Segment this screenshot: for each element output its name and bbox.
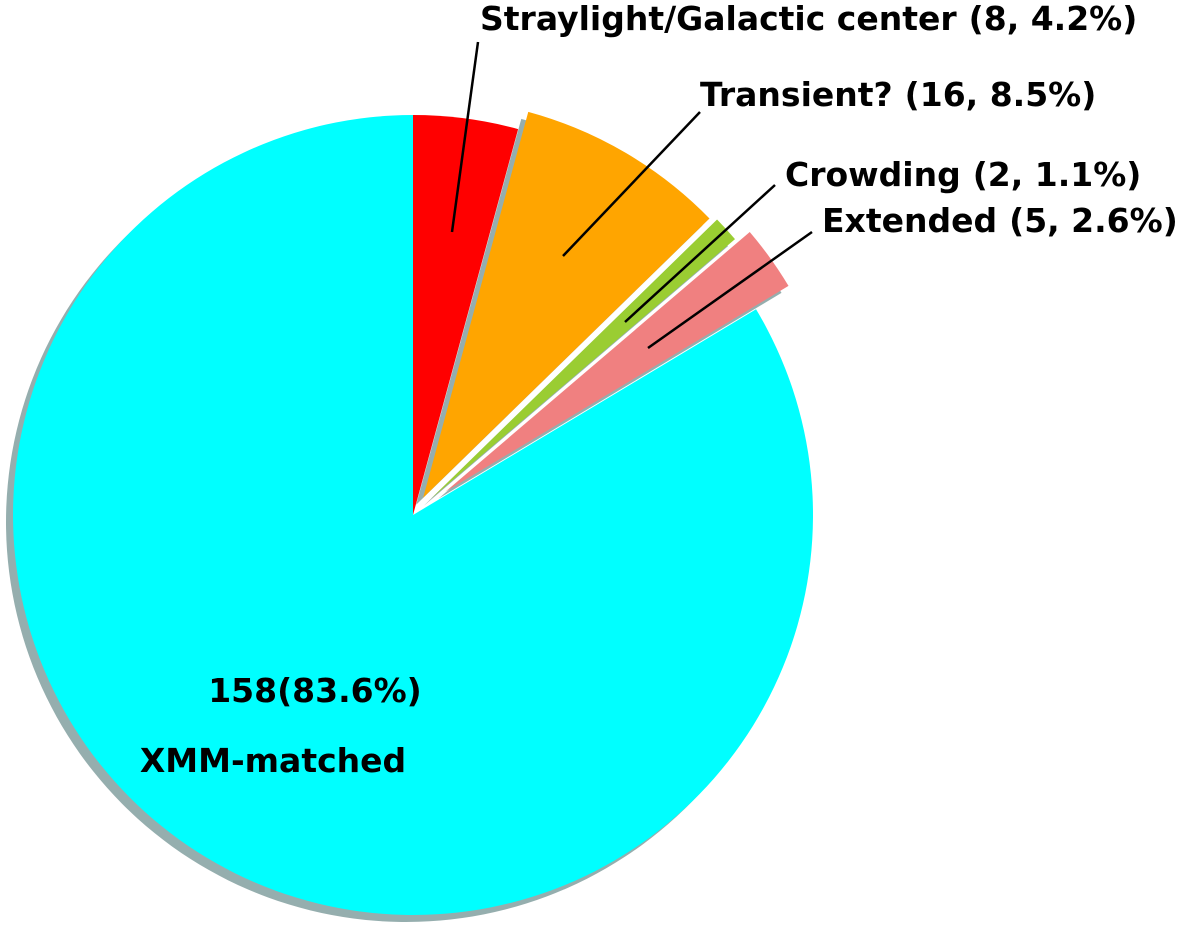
label-layer: Straylight/Galactic center (8, 4.2%) Trans… xyxy=(140,0,1178,780)
leader-line xyxy=(647,230,813,350)
slice-name: Straylight/Galactic center xyxy=(480,0,957,38)
wedge xyxy=(12,115,813,916)
slice-label: Straylight/Galactic center (8, 4.2%) xyxy=(480,0,1137,38)
slice-name: Crowding xyxy=(785,155,961,194)
leader-line xyxy=(624,184,776,323)
slice-name: Extended xyxy=(822,201,997,240)
wedge-layer xyxy=(12,111,813,916)
leader-line xyxy=(562,111,701,257)
slice-label: Transient? (16, 8.5%) xyxy=(700,75,1096,114)
slice-value-label: (16, 8.5%) xyxy=(905,75,1097,114)
slice-value-label: (5, 2.6%) xyxy=(1009,201,1178,240)
slice-label: Extended (5, 2.6%) xyxy=(822,201,1178,240)
slice-value-label: (2, 1.1%) xyxy=(973,155,1142,194)
wedge xyxy=(413,115,519,515)
slice-value-label: (8, 4.2%) xyxy=(969,0,1138,38)
slice-value-label: 158(83.6%) xyxy=(208,671,422,710)
leader-line xyxy=(450,41,480,233)
slice-name: XMM-matched xyxy=(140,741,406,780)
slice-name: Transient? xyxy=(700,75,893,114)
wedge xyxy=(445,231,789,492)
wedge xyxy=(423,111,710,498)
slice-label: Crowding (2, 1.1%) xyxy=(785,155,1141,194)
